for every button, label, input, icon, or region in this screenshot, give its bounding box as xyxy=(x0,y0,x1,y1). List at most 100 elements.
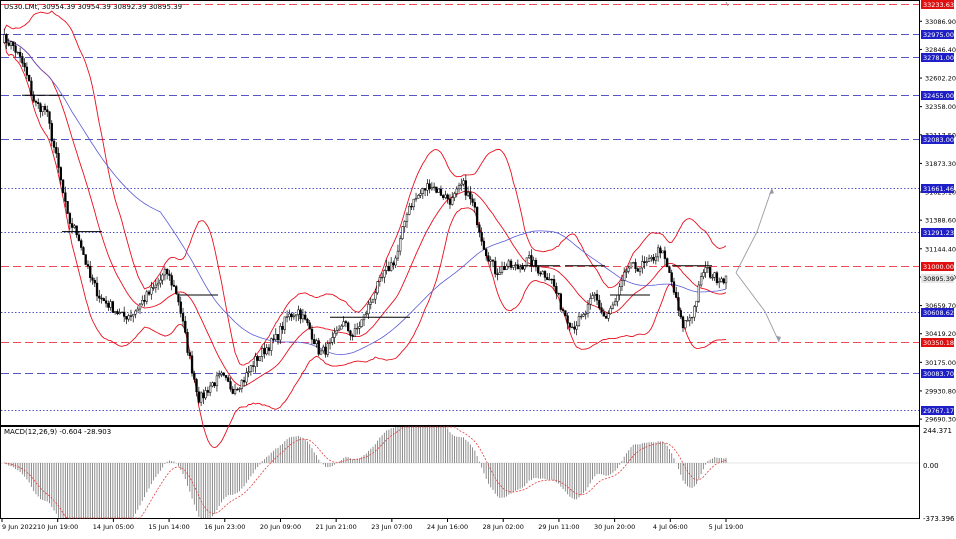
candle-body xyxy=(521,266,524,270)
level-label-box xyxy=(921,53,954,62)
candle-body xyxy=(30,80,33,96)
candle-body xyxy=(118,312,121,315)
candle-body xyxy=(548,278,551,281)
candle-body xyxy=(70,223,74,228)
candle-body xyxy=(423,188,427,191)
candle-body xyxy=(634,262,637,269)
candle-body xyxy=(156,282,160,286)
candle-body xyxy=(211,382,214,387)
candle-body xyxy=(566,315,569,324)
candle-body xyxy=(421,188,424,194)
candle-body xyxy=(279,326,282,341)
arrowhead-down xyxy=(776,335,781,342)
bollinger-lower xyxy=(3,39,727,449)
candle-body xyxy=(351,335,354,337)
candle-body xyxy=(365,313,368,316)
candle-body xyxy=(193,372,196,380)
candle-body xyxy=(188,352,191,357)
candle-body xyxy=(46,109,49,113)
candle-body xyxy=(317,340,320,355)
time-tick-label: 21 Jun 21:00 xyxy=(316,523,357,531)
candle-body xyxy=(600,307,603,313)
candle-body xyxy=(604,315,608,319)
price-tick-label: 31388.60 xyxy=(925,217,956,225)
candle-body xyxy=(500,266,504,273)
candle-body xyxy=(143,300,146,302)
candle-body xyxy=(568,322,572,328)
time-axis: 9 Jun 2022 10 Jun 19:00 14 Jun 05:00 15 Jun… xyxy=(1,518,744,531)
candle-body xyxy=(593,293,596,296)
candle-body xyxy=(616,294,619,302)
level-label-text: 30083.70 xyxy=(923,370,954,378)
candle-body xyxy=(380,276,384,279)
candle-body xyxy=(516,264,520,270)
level-label-text: 30350.18 xyxy=(923,339,954,347)
candle-body xyxy=(661,250,664,254)
level-label-text: 31291.23 xyxy=(923,229,954,237)
candle-body xyxy=(175,286,178,295)
top-marker xyxy=(725,1,729,7)
candle-body xyxy=(306,319,309,324)
level-labels: 33233.63 32975.00 32781.00 32455.00 32083.00… xyxy=(921,0,954,415)
candle-body xyxy=(571,326,574,329)
candle-body xyxy=(607,313,610,319)
candle-body xyxy=(313,339,316,345)
candle-body xyxy=(168,273,171,276)
forecast-arrows xyxy=(725,1,781,343)
candle-body xyxy=(541,271,544,275)
time-tick-label: 5 Jul 19:00 xyxy=(709,523,744,531)
candle-body xyxy=(233,389,237,394)
candle-body xyxy=(584,312,587,315)
candle-body xyxy=(123,311,126,317)
candle-body xyxy=(161,274,164,281)
candle-body xyxy=(267,347,271,351)
price-tick-label: 32846.40 xyxy=(925,46,956,54)
candle-body xyxy=(611,304,615,309)
level-label-text: 32455.00 xyxy=(923,92,954,100)
candle-body xyxy=(618,286,621,296)
candle-body xyxy=(209,385,212,393)
candle-body xyxy=(335,330,339,334)
candle-body xyxy=(439,188,443,196)
candle-body xyxy=(399,238,402,252)
candle-body xyxy=(473,202,477,208)
time-tick-label: 9 Jun 2022 xyxy=(2,523,37,531)
macd-histogram xyxy=(1,426,919,519)
candle-body xyxy=(249,365,253,372)
main-panel-frame xyxy=(0,0,920,426)
candle-body xyxy=(632,262,635,264)
candle-body xyxy=(347,322,350,332)
candle-body xyxy=(534,260,538,268)
candle-body xyxy=(288,313,291,318)
candle-body xyxy=(428,183,431,190)
candle-body xyxy=(715,272,719,284)
candle-body xyxy=(405,214,409,222)
candle-body xyxy=(709,267,712,278)
candle-body xyxy=(706,267,710,269)
candle-body xyxy=(195,379,198,393)
candle-body xyxy=(496,273,499,275)
candle-body xyxy=(222,372,225,376)
candle-body xyxy=(489,259,492,262)
candle-body xyxy=(550,278,553,281)
candle-body xyxy=(543,271,547,278)
candle-body xyxy=(636,268,639,272)
candle-body xyxy=(586,303,590,314)
candle-body xyxy=(629,262,633,269)
candle-body xyxy=(475,207,479,226)
candle-body xyxy=(378,277,381,282)
candle-body xyxy=(650,257,653,259)
candle-body xyxy=(432,186,436,189)
candle-body xyxy=(150,287,153,295)
candle-body xyxy=(136,308,139,312)
candle-body xyxy=(93,280,96,284)
candle-body xyxy=(220,372,223,375)
candle-body xyxy=(702,272,705,277)
candle-body xyxy=(672,281,676,293)
candle-body xyxy=(471,198,474,203)
candle-body xyxy=(272,338,275,340)
candle-body xyxy=(668,266,671,273)
time-tick-label: 30 Jun 20:00 xyxy=(594,523,635,531)
candle-body xyxy=(231,388,234,394)
